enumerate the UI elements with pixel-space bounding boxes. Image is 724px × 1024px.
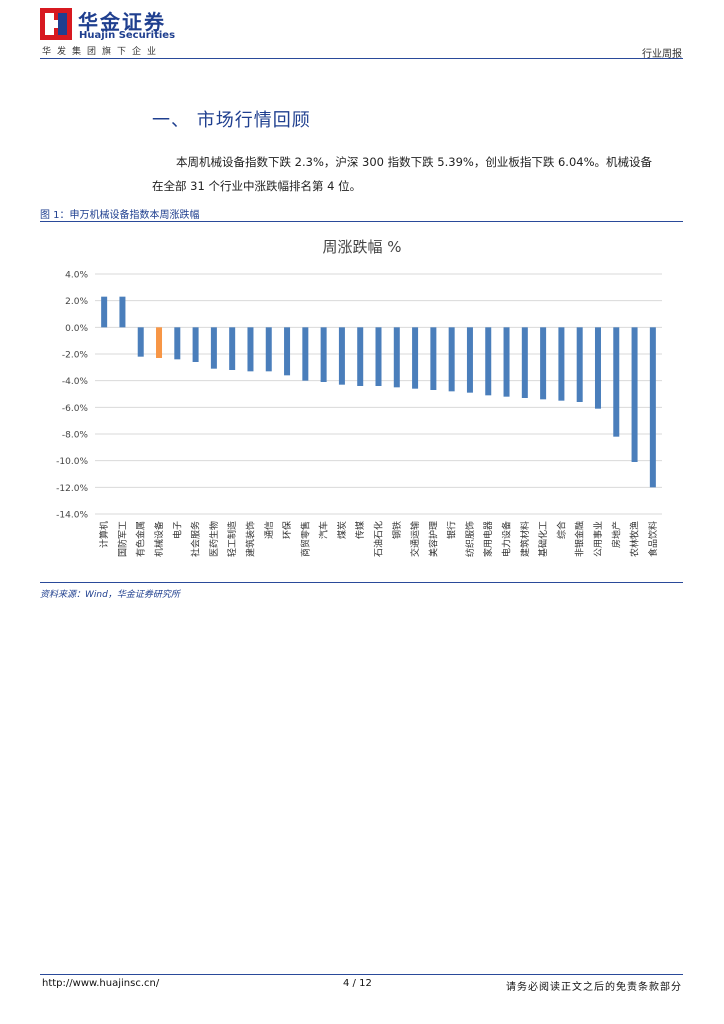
y-tick-label: 0.0%: [65, 324, 88, 334]
x-tick-label: 环保: [281, 521, 293, 539]
x-tick-label: 建筑装饰: [244, 521, 256, 557]
bar-9: [247, 327, 254, 372]
brand-name-cn: 华金证券: [78, 10, 166, 34]
x-tick-label: 交通运输: [409, 521, 421, 557]
bar-12: [302, 327, 309, 381]
y-tick-label: -10.0%: [56, 457, 88, 467]
figure-bottom-rule: [40, 582, 683, 583]
y-tick-label: -4.0%: [62, 377, 89, 387]
bar-7: [210, 327, 217, 369]
x-tick-label: 纺织服饰: [464, 521, 476, 557]
bar-21: [466, 327, 473, 393]
y-tick-label: -2.0%: [62, 351, 89, 361]
bar-27: [576, 327, 583, 402]
x-tick-label: 基础化工: [537, 521, 549, 557]
bar-3: [137, 327, 144, 357]
x-tick-label: 电力设备: [501, 521, 513, 557]
figure-top-rule: [40, 221, 683, 222]
x-tick-label: 房地产: [610, 521, 622, 548]
x-tick-label: 农林牧渔: [629, 521, 641, 557]
footer-website-link[interactable]: http://www.huajinsc.cn/: [42, 978, 160, 989]
x-tick-label: 银行: [446, 521, 458, 539]
bar-29: [613, 327, 620, 437]
chart-x-axis: 计算机 国防军工 有色金属 机械设备 电子 社会服务 医药生物 轻工制造 建筑装饰 通信 环保 商贸零…: [98, 521, 659, 557]
bar-1: [101, 296, 108, 328]
x-tick-label: 食品饮料: [647, 521, 659, 557]
x-tick-label: 通信: [263, 521, 275, 539]
bar-23: [503, 327, 510, 397]
brand-name-en: Huajin Securities: [79, 30, 176, 41]
y-tick-label: 4.0%: [65, 271, 88, 281]
x-tick-label: 计算机: [98, 521, 110, 548]
body-paragraph: 本周机械设备指数下跌 2.3%，沪深 300 指数下跌 5.39%，创业板指下跌…: [152, 150, 687, 198]
footer-divider: [40, 974, 683, 975]
x-tick-label: 钢铁: [391, 521, 403, 539]
bar-20: [448, 327, 455, 392]
bar-30: [631, 327, 638, 462]
paragraph-line-2: 在全部 31 个行业中涨跌幅排名第 4 位。: [152, 179, 362, 193]
page-number: 4 / 12: [343, 978, 372, 989]
y-tick-label: -12.0%: [56, 484, 88, 494]
x-tick-label: 综合: [555, 521, 567, 539]
bar-10: [265, 327, 272, 372]
x-tick-label: 汽车: [318, 521, 330, 539]
bar-25: [540, 327, 547, 400]
bar-4: [156, 327, 163, 358]
brand-slogan: 华发集团旗下企业: [42, 47, 163, 57]
chart-y-axis: 4.0% 2.0% 0.0% -2.0% -4.0% -6.0% -8.0% -10.0% -1…: [56, 271, 88, 521]
bar-24: [521, 327, 528, 398]
x-tick-label: 社会服务: [190, 521, 202, 557]
x-tick-label: 石油石化: [373, 521, 385, 557]
bar-14: [338, 327, 345, 385]
bar-8: [229, 327, 236, 370]
x-tick-label: 国防军工: [116, 521, 128, 557]
weekly-change-bar-chart: 周涨跌幅 % 4.0% 2.0% 0.0% -2.0% -4.0% -6.0% -8.0% -…: [56, 238, 662, 557]
bar-5: [174, 327, 181, 360]
paragraph-line-1: 本周机械设备指数下跌 2.3%，沪深 300 指数下跌 5.39%，创业板指下跌…: [176, 155, 653, 169]
x-tick-label: 商贸零售: [299, 521, 311, 557]
bar-31: [649, 327, 656, 488]
x-tick-label: 轻工制造: [226, 521, 238, 557]
bar-13: [320, 327, 327, 382]
x-tick-label: 机械设备: [153, 521, 165, 557]
figure-source: 资料来源：Wind，华金证券研究所: [40, 590, 180, 600]
x-tick-label: 家用电器: [482, 521, 494, 557]
chart-title: 周涨跌幅 %: [322, 238, 401, 256]
x-tick-label: 有色金属: [135, 521, 147, 557]
bar-18: [412, 327, 419, 389]
bar-2: [119, 296, 126, 328]
y-tick-label: 2.0%: [65, 297, 88, 307]
bar-26: [558, 327, 565, 401]
bar-22: [485, 327, 492, 396]
x-tick-label: 医药生物: [208, 521, 220, 557]
x-tick-label: 电子: [171, 521, 183, 539]
section-heading: 一、 市场行情回顾: [152, 110, 311, 131]
x-tick-label: 煤炭: [336, 521, 348, 539]
x-tick-label: 美容护理: [427, 521, 439, 557]
x-tick-label: 非银金融: [574, 521, 586, 557]
header-divider: [40, 58, 683, 59]
x-tick-label: 公用事业: [592, 521, 604, 557]
figure-caption: 图 1：申万机械设备指数本周涨跌幅: [40, 210, 200, 221]
bar-11: [284, 327, 291, 376]
bar-19: [430, 327, 437, 390]
bar-15: [357, 327, 364, 386]
footer-disclaimer: 请务必阅读正文之后的免责条款部分: [506, 982, 682, 993]
bar-17: [393, 327, 400, 388]
bar-16: [375, 327, 382, 386]
x-tick-label: 建筑材料: [519, 521, 531, 557]
y-tick-label: -8.0%: [62, 431, 89, 441]
x-tick-label: 传媒: [354, 521, 366, 539]
bar-28: [594, 327, 601, 409]
report-type-label: 行业周报: [642, 49, 682, 60]
y-tick-label: -6.0%: [62, 404, 89, 414]
y-tick-label: -14.0%: [56, 511, 88, 521]
chart-bars: [101, 296, 656, 488]
huajin-logo-icon: [40, 8, 72, 40]
bar-6: [192, 327, 199, 362]
